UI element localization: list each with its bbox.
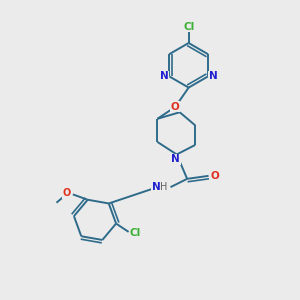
Text: N: N: [208, 71, 217, 81]
Text: N: N: [152, 182, 160, 192]
Text: O: O: [211, 171, 220, 181]
Text: O: O: [171, 102, 180, 112]
Text: N: N: [172, 154, 180, 164]
Text: H: H: [160, 182, 168, 192]
Text: Cl: Cl: [183, 22, 194, 32]
Text: Cl: Cl: [130, 228, 141, 238]
Text: O: O: [62, 188, 70, 198]
Text: N: N: [160, 71, 169, 81]
